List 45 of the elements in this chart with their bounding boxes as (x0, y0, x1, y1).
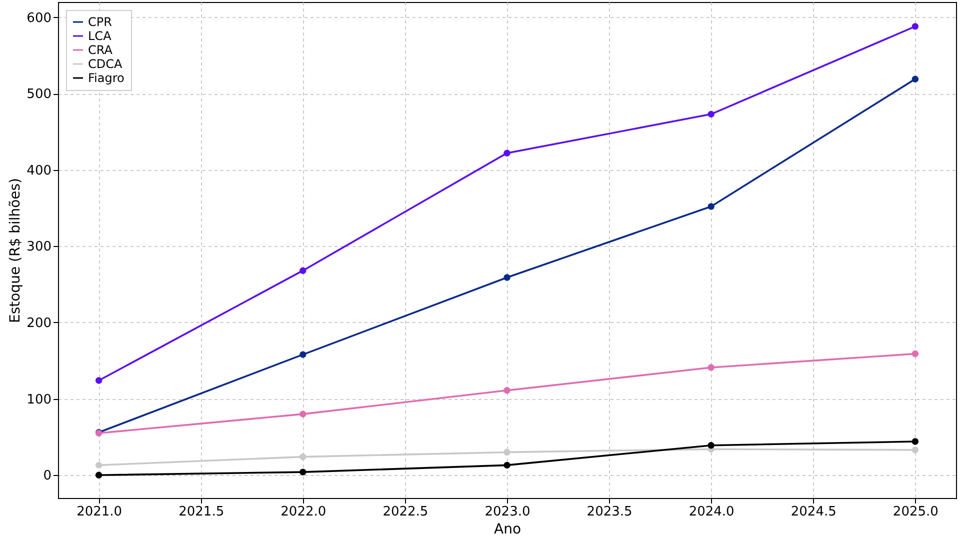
point (912, 446, 919, 454)
x-tick-label: 2023.5 (586, 504, 632, 520)
point (708, 203, 714, 210)
x-tick-label: 2025.0 (892, 504, 938, 520)
x-tick-label: 2022.0 (280, 504, 326, 520)
point (708, 442, 714, 449)
x-tick-label: 2023.0 (484, 504, 530, 520)
legend-label: LCA (88, 29, 112, 43)
legend-label: CDCA (88, 57, 123, 71)
point (912, 350, 919, 358)
point (95, 377, 102, 384)
legend-label: Fiagro (88, 71, 124, 85)
y-tick-label: 0 (43, 468, 52, 484)
point (300, 267, 306, 274)
point (300, 453, 306, 460)
point (708, 364, 714, 371)
point (708, 110, 714, 118)
x-tick-label: 2022.5 (382, 504, 428, 520)
x-tick-label: 2021.0 (76, 504, 122, 520)
x-tick-label: 2021.5 (178, 504, 224, 520)
point (95, 462, 102, 469)
point (504, 462, 510, 469)
y-tick-label: 300 (26, 240, 52, 255)
point (95, 472, 102, 478)
x-tick-label: 2024.0 (688, 504, 734, 520)
point (300, 351, 306, 358)
y-tick-label: 500 (26, 87, 52, 102)
point (300, 410, 306, 418)
y-tick-label: 600 (26, 10, 52, 26)
x-tick-label: 2024.5 (790, 504, 836, 520)
legend-label: CRA (88, 43, 114, 57)
point (504, 448, 510, 456)
point (504, 150, 510, 156)
point (912, 438, 919, 445)
x-axis-title: Ano (494, 522, 522, 538)
legend-label: CPR (88, 15, 112, 29)
point (504, 387, 510, 394)
point (912, 23, 919, 30)
y-tick-label: 400 (26, 163, 52, 178)
y-tick-label: 200 (26, 316, 52, 331)
y-axis-title: Estoque (R$ bilhões) (8, 178, 24, 324)
point (912, 76, 919, 82)
point (300, 468, 306, 476)
point (504, 274, 510, 281)
y-tick-label: 100 (26, 392, 52, 408)
